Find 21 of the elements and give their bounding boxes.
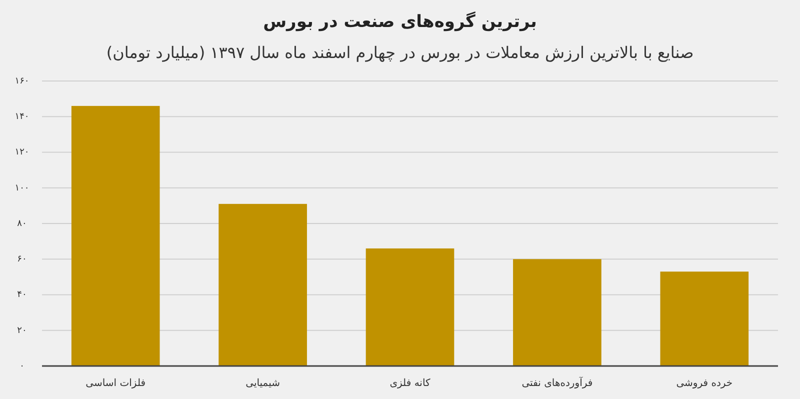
bar xyxy=(218,204,307,366)
y-tick-label: ۲۰ xyxy=(17,326,27,336)
bar xyxy=(366,248,454,366)
bar xyxy=(513,259,602,366)
x-tick-label: فلزات اساسی xyxy=(86,378,146,389)
y-tick-label: ۶۰ xyxy=(17,254,27,265)
y-tick-label: ۴۰ xyxy=(17,290,27,300)
y-tick-label: ۱۲۰ xyxy=(14,148,30,158)
chart-title: برترین گروه‌های صنعت در بورس xyxy=(263,11,537,32)
y-tick-label: ۸۰ xyxy=(17,218,27,229)
y-tick-label: ۱۴۰ xyxy=(14,112,30,122)
x-tick-label: شیمیایی xyxy=(246,378,280,389)
bar xyxy=(71,106,160,366)
x-tick-label: خرده فروشی xyxy=(676,378,733,389)
x-tick-label: کانه فلزی xyxy=(390,378,431,389)
bar xyxy=(660,272,749,366)
y-tick-label: ۱۶۰ xyxy=(14,76,30,86)
y-tick-label: ۰ xyxy=(20,361,24,372)
y-tick-label: ۱۰۰ xyxy=(14,183,30,194)
chart-subtitle: صنایع با بالاترین ارزش معاملات در بورس در چهارم اسفند ماه سال ۱۳۹۷ (میلیارد تومان) xyxy=(106,43,694,62)
x-tick-label: فرآورده‌های نفتی xyxy=(522,376,593,389)
